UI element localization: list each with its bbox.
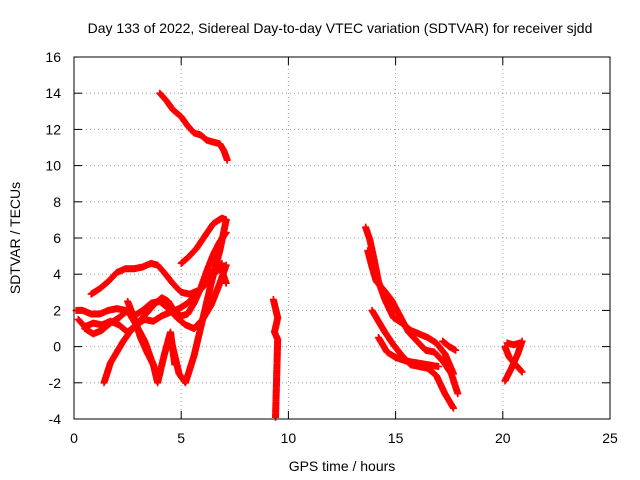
- data-point-marker: [223, 156, 231, 164]
- y-tick-label: -4: [49, 411, 62, 427]
- data-point-marker: [518, 368, 526, 376]
- data-point-marker: [454, 390, 462, 398]
- data-point-marker: [222, 279, 230, 287]
- x-tick-label: 0: [70, 430, 78, 446]
- data-point-marker: [434, 363, 442, 371]
- x-tick-label: 15: [388, 430, 404, 446]
- y-tick-label: -2: [49, 375, 62, 391]
- data-point-marker: [517, 367, 525, 375]
- data-point-marker: [222, 261, 230, 269]
- data-marks: [72, 89, 526, 421]
- data-point-marker: [516, 339, 524, 347]
- y-axis-label: SDTVAR / TECUs: [7, 182, 23, 294]
- series-track-k: [362, 223, 457, 378]
- series-track-n: [374, 334, 442, 371]
- series-track-h: [166, 216, 230, 387]
- series-track-r: [503, 339, 524, 349]
- y-tick-label: 6: [53, 230, 61, 246]
- y-tick-label: 16: [45, 49, 61, 65]
- plot-frame: [73, 56, 611, 420]
- y-tick-label: 8: [53, 194, 61, 210]
- x-tick-label: 10: [281, 430, 297, 446]
- y-tick-label: 14: [45, 85, 61, 101]
- series-track-l: [364, 247, 462, 398]
- data-point-marker: [272, 413, 280, 421]
- y-tick-label: 12: [45, 121, 61, 137]
- x-tick-label: 5: [177, 430, 185, 446]
- series-track-i: [177, 214, 230, 267]
- series-track-a: [156, 89, 231, 164]
- x-axis-label: GPS time / hours: [289, 458, 396, 474]
- series-track-o: [439, 337, 460, 354]
- y-tick-label: 0: [53, 339, 61, 355]
- y-tick-label: 2: [53, 302, 61, 318]
- chart-title: Day 133 of 2022, Sidereal Day-to-day VTE…: [88, 20, 593, 36]
- y-tick-labels: -4 -2 0 2 4 6 8 10 12 14 16: [45, 49, 61, 427]
- x-tick-labels: 0 5 10 15 20 25: [70, 430, 618, 446]
- x-tick-label: 20: [495, 430, 511, 446]
- series-track-j: [269, 296, 282, 421]
- data-point-marker: [222, 216, 230, 224]
- y-tick-label: 10: [45, 158, 61, 174]
- x-tick-label: 25: [602, 430, 618, 446]
- data-point-marker: [452, 346, 460, 354]
- y-tick-label: 4: [53, 266, 61, 282]
- grid-lines: [74, 57, 610, 419]
- data-point-marker: [449, 404, 457, 412]
